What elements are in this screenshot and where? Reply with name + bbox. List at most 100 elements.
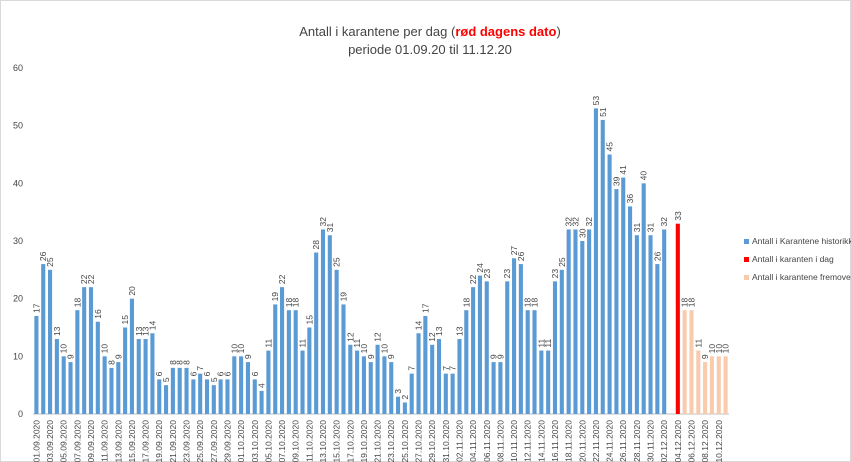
data-label: 32 [659, 217, 669, 227]
data-label: 9 [495, 354, 505, 359]
bar [334, 269, 339, 414]
data-label: 16 [93, 309, 103, 319]
data-label: 23 [550, 269, 560, 279]
bar [573, 229, 578, 414]
data-label: 18 [523, 297, 533, 307]
bar [389, 362, 394, 414]
data-label: 22 [468, 274, 478, 284]
bar [211, 385, 216, 414]
y-tick-label: 0 [18, 409, 23, 419]
x-tick-label: 30.11.2020 [646, 420, 656, 462]
bar [355, 350, 360, 414]
bar [423, 315, 428, 414]
bar [123, 327, 128, 414]
data-label: 10 [236, 344, 246, 354]
bar [150, 333, 155, 414]
data-label: 19 [338, 292, 348, 302]
data-label: 12 [373, 332, 383, 342]
bar [61, 356, 66, 414]
bar [109, 367, 114, 414]
bar [368, 362, 373, 414]
y-tick-label: 30 [13, 236, 23, 246]
x-tick-label: 17.09.2020 [141, 420, 151, 462]
data-label: 18 [686, 297, 696, 307]
x-tick-label: 03.10.2020 [250, 420, 260, 462]
data-label: 32 [570, 217, 580, 227]
bar [457, 339, 462, 414]
bar [552, 281, 558, 414]
bar [164, 385, 169, 414]
data-label: 12 [345, 332, 355, 342]
x-tick-label: 12.11.2020 [523, 420, 533, 462]
x-tick-label: 19.09.2020 [154, 420, 164, 462]
bar [607, 154, 612, 414]
bar [559, 269, 564, 414]
data-label: 27 [509, 246, 519, 256]
data-label: 10 [707, 344, 717, 354]
data-label: 33 [673, 211, 683, 221]
x-tick-label: 08.12.2020 [700, 420, 710, 462]
x-tick-label: 15.10.2020 [332, 420, 342, 462]
data-label: 11 [543, 338, 553, 347]
data-label: 25 [332, 257, 342, 267]
bar [436, 339, 442, 414]
bar [129, 298, 134, 414]
chart-subtitle: periode 01.09.20 til 11.12.20 [348, 42, 512, 57]
x-tick-label: 07.09.2020 [72, 420, 82, 462]
bar [696, 350, 701, 414]
x-tick-label: 04.11.2020 [468, 420, 478, 462]
bar [532, 310, 537, 414]
data-label: 36 [625, 194, 635, 204]
data-label: 10 [721, 344, 731, 354]
bar [143, 339, 148, 414]
data-label: 13 [134, 326, 144, 336]
x-tick-label: 18.11.2020 [564, 420, 574, 462]
bar [232, 356, 237, 414]
data-label: 17 [420, 303, 430, 313]
bar [464, 310, 469, 414]
x-tick-label: 23.09.2020 [182, 420, 192, 462]
bar [491, 362, 496, 414]
data-label: 18 [530, 297, 540, 307]
data-label: 41 [618, 165, 628, 175]
data-label: 7 [407, 366, 417, 371]
bar [327, 235, 332, 414]
bar [225, 379, 230, 414]
bar [68, 362, 73, 414]
bar [614, 189, 619, 414]
data-label: 12 [427, 332, 437, 342]
data-label: 6 [202, 371, 212, 376]
data-label: 4 [257, 383, 267, 388]
legend-label: Antall i Karantene historikk [752, 236, 851, 246]
data-label: 31 [325, 223, 335, 233]
bar [703, 362, 708, 414]
bar [204, 379, 210, 414]
x-tick-label: 01.09.2020 [31, 420, 41, 462]
bar [682, 310, 687, 414]
bar [409, 373, 414, 414]
y-tick-label: 10 [13, 351, 23, 361]
data-label: 5 [209, 377, 219, 382]
bar [471, 287, 476, 414]
bar [402, 402, 407, 414]
bar [648, 235, 653, 414]
data-label: 18 [284, 297, 294, 307]
data-label: 25 [557, 257, 567, 267]
bar [621, 177, 626, 414]
data-label: 40 [639, 171, 649, 181]
bar [136, 339, 141, 414]
x-tick-label: 27.10.2020 [414, 420, 424, 462]
bar [498, 362, 503, 414]
data-label: 10 [59, 344, 69, 354]
bar [314, 252, 319, 414]
bar [634, 235, 639, 414]
data-label: 11 [263, 338, 273, 347]
legend-swatch [744, 275, 749, 280]
data-label: 18 [680, 297, 690, 307]
x-tick-label: 27.09.2020 [209, 420, 219, 462]
data-label: 13 [454, 326, 464, 336]
bar [662, 229, 667, 414]
bar [709, 356, 714, 414]
data-label: 32 [584, 217, 594, 227]
x-tick-label: 21.10.2020 [373, 420, 383, 462]
